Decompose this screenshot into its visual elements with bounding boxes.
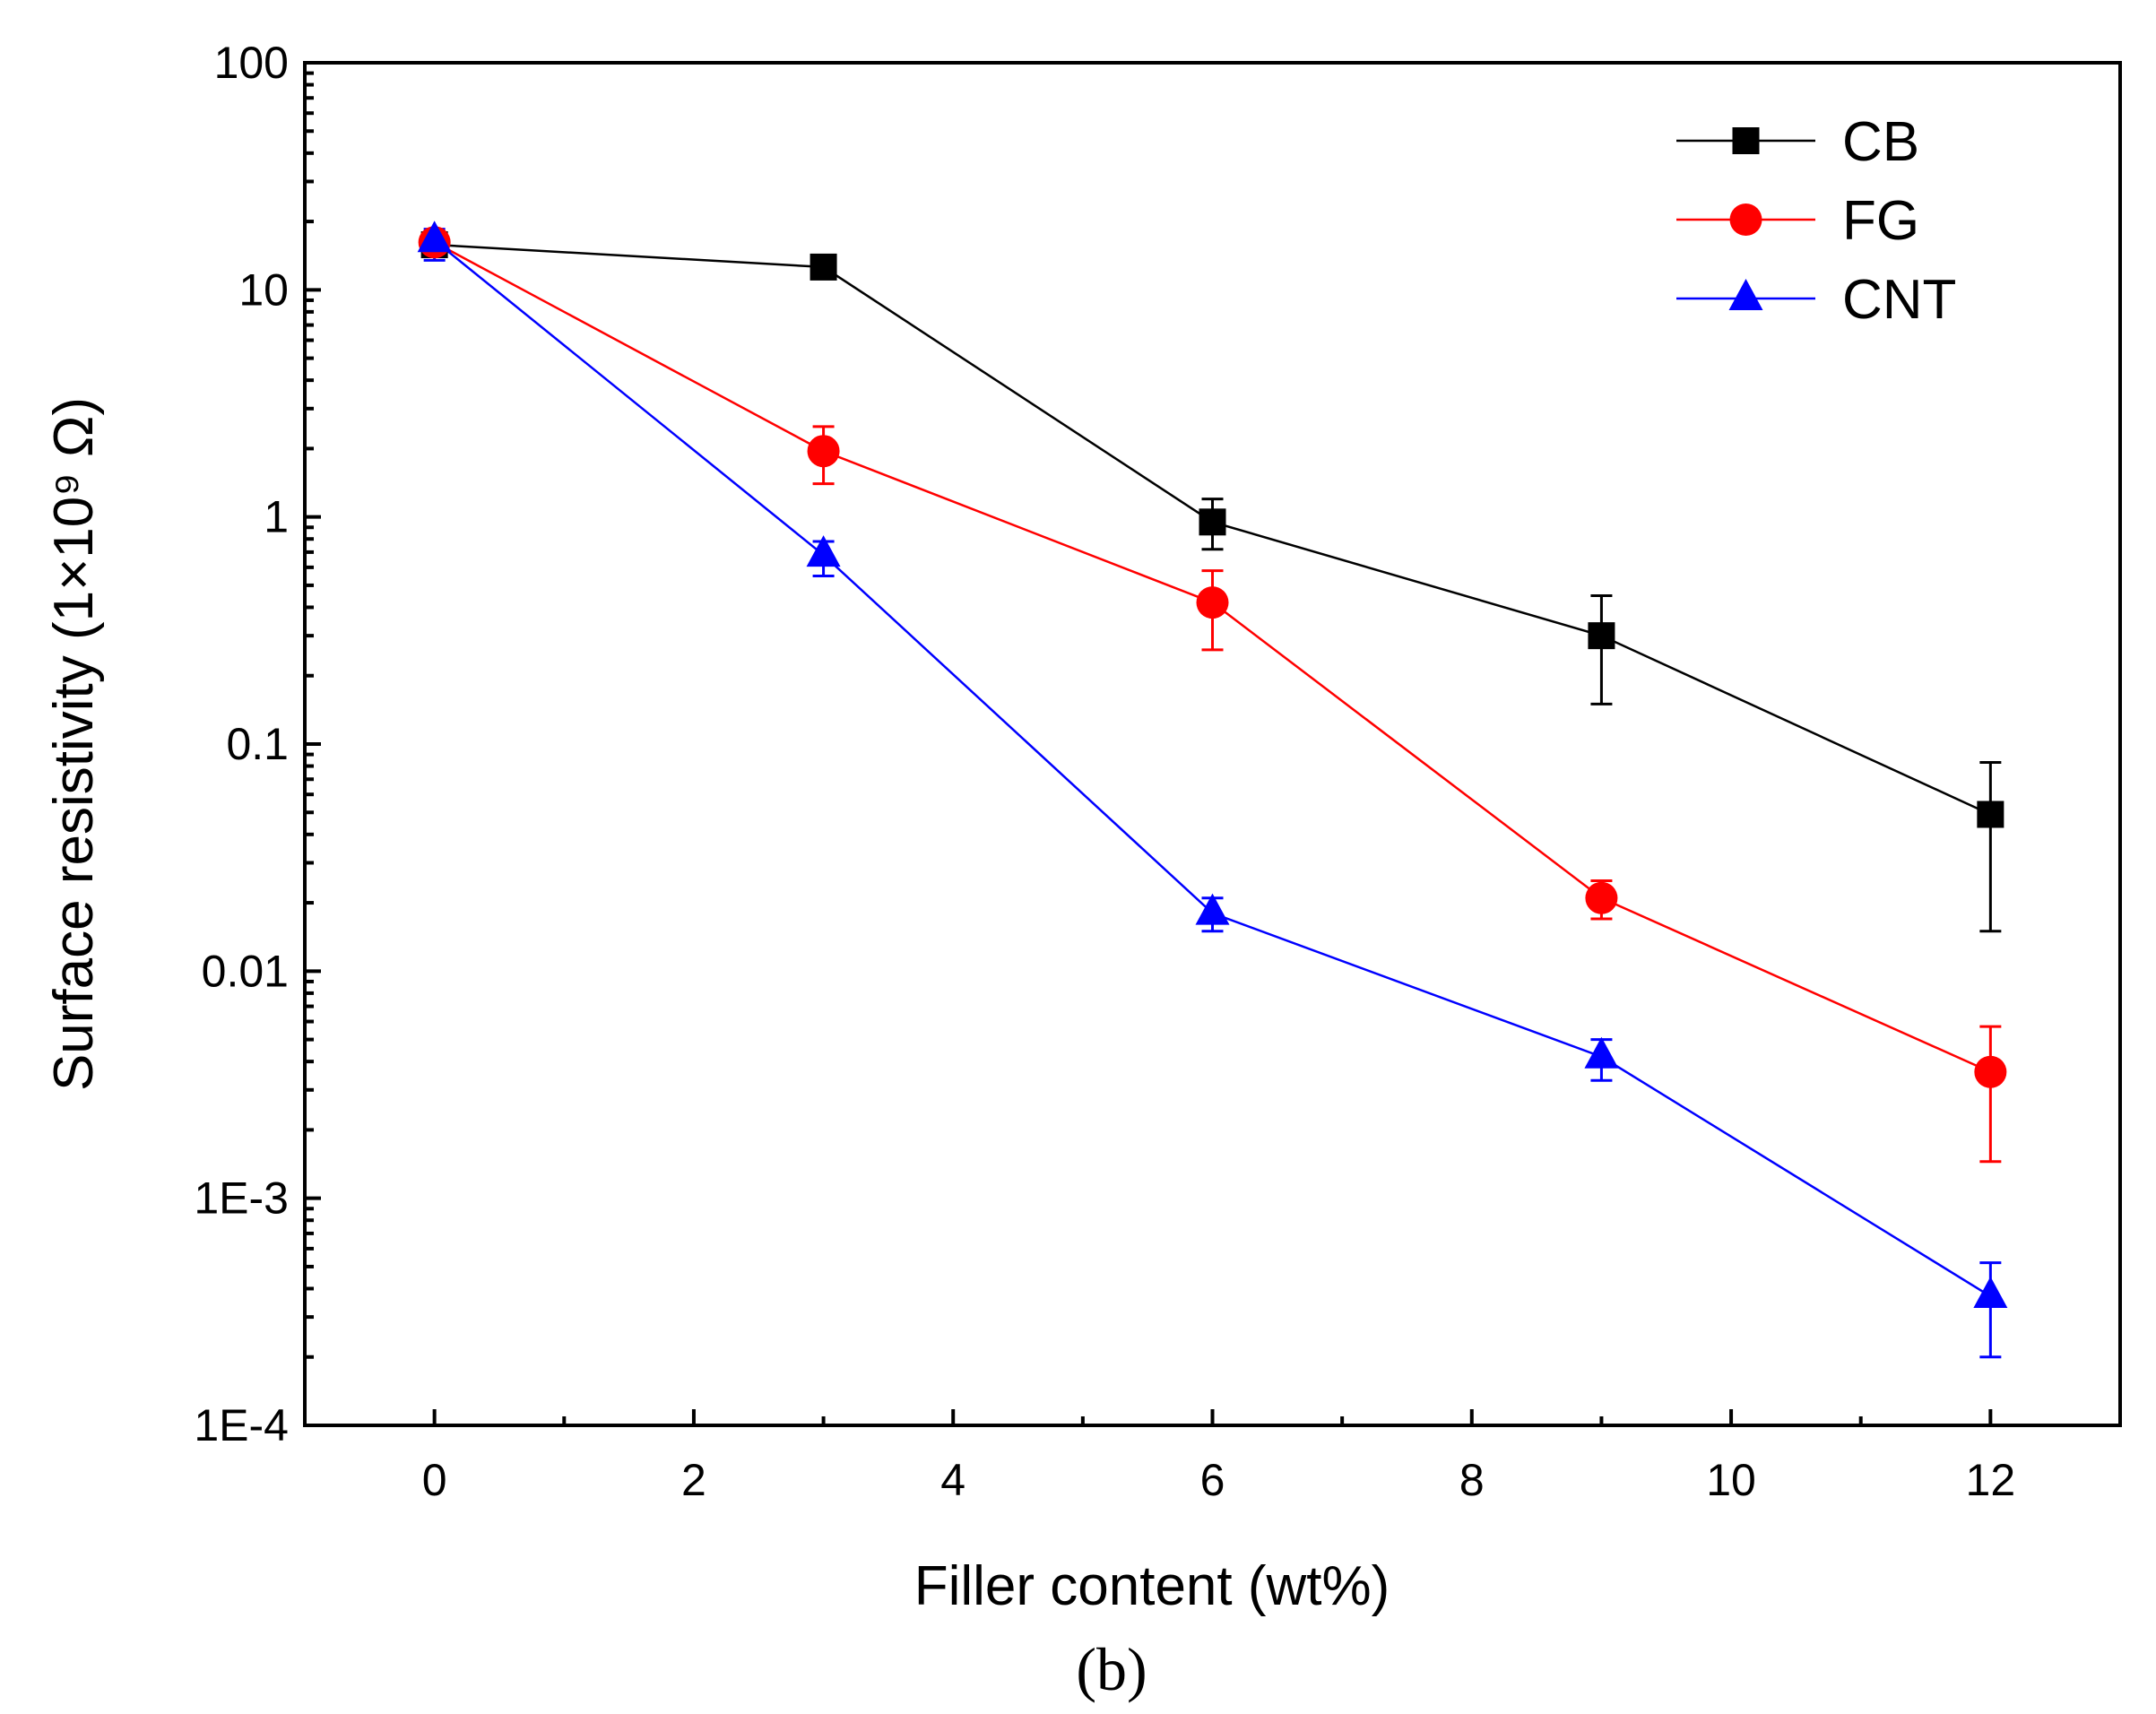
data-point-cb <box>810 253 837 281</box>
data-point-cb <box>1199 508 1226 536</box>
y-tick-label: 1 <box>264 492 289 542</box>
y-tick-label: 1E-3 <box>194 1173 289 1224</box>
data-point-cnt <box>417 221 452 253</box>
series-line-cnt <box>433 239 1992 1298</box>
legend-marker-fg <box>1729 203 1762 236</box>
legend-label-fg: FG <box>1842 190 1919 252</box>
data-point-cnt <box>806 535 841 567</box>
x-tick-label: 4 <box>940 1455 965 1505</box>
data-point-cnt <box>1973 1277 2008 1309</box>
y-tick-label: 0.1 <box>226 719 289 769</box>
x-tick-label: 0 <box>422 1455 447 1505</box>
data-point-fg <box>807 435 840 468</box>
x-tick-label: 6 <box>1200 1455 1225 1505</box>
series-line-group <box>433 239 1992 1298</box>
error-bar-group <box>423 228 2002 1359</box>
y-tick-label: 0.01 <box>202 946 289 996</box>
legend-marker-cb <box>1732 127 1760 154</box>
x-tick-label: 10 <box>1706 1455 1756 1505</box>
data-point-fg <box>1585 881 1618 914</box>
major-tick-group <box>305 61 1993 1427</box>
x-tick-label: 2 <box>681 1455 706 1505</box>
x-tick-label: 8 <box>1459 1455 1485 1505</box>
legend-marker-cnt <box>1728 279 1763 310</box>
data-point-fg <box>1196 586 1229 619</box>
y-tick-label: 10 <box>238 264 289 315</box>
tick-label-group: 0 2 4 6 8 10 12 100 10 1 0.1 0.01 1E-3 1E-4 <box>194 38 2015 1505</box>
data-point-cb <box>1588 622 1615 650</box>
plot-frame <box>303 61 2122 1427</box>
data-point-cnt <box>1584 1036 1619 1069</box>
data-point-cb <box>1977 801 2004 828</box>
legend-label-cnt: CNT <box>1842 269 1956 331</box>
data-point-cnt <box>1195 893 1230 925</box>
y-tick-label: 100 <box>214 38 289 88</box>
panel-label: (b) <box>1076 1635 1147 1703</box>
marker-group <box>417 221 2008 1309</box>
legend-label-cb: CB <box>1842 111 1919 173</box>
legend: CB FG CNT <box>1676 111 1956 331</box>
x-axis-title: Filler content (wt%) <box>914 1555 1390 1617</box>
x-tick-label: 12 <box>1966 1455 2016 1505</box>
y-axis-title: Surface resistivity (1×10⁹ Ω) <box>43 397 105 1091</box>
minor-tick-group <box>303 71 2122 1425</box>
y-tick-label: 1E-4 <box>194 1400 289 1450</box>
data-point-fg <box>1974 1055 2007 1088</box>
series-line-fg <box>434 241 1991 1073</box>
